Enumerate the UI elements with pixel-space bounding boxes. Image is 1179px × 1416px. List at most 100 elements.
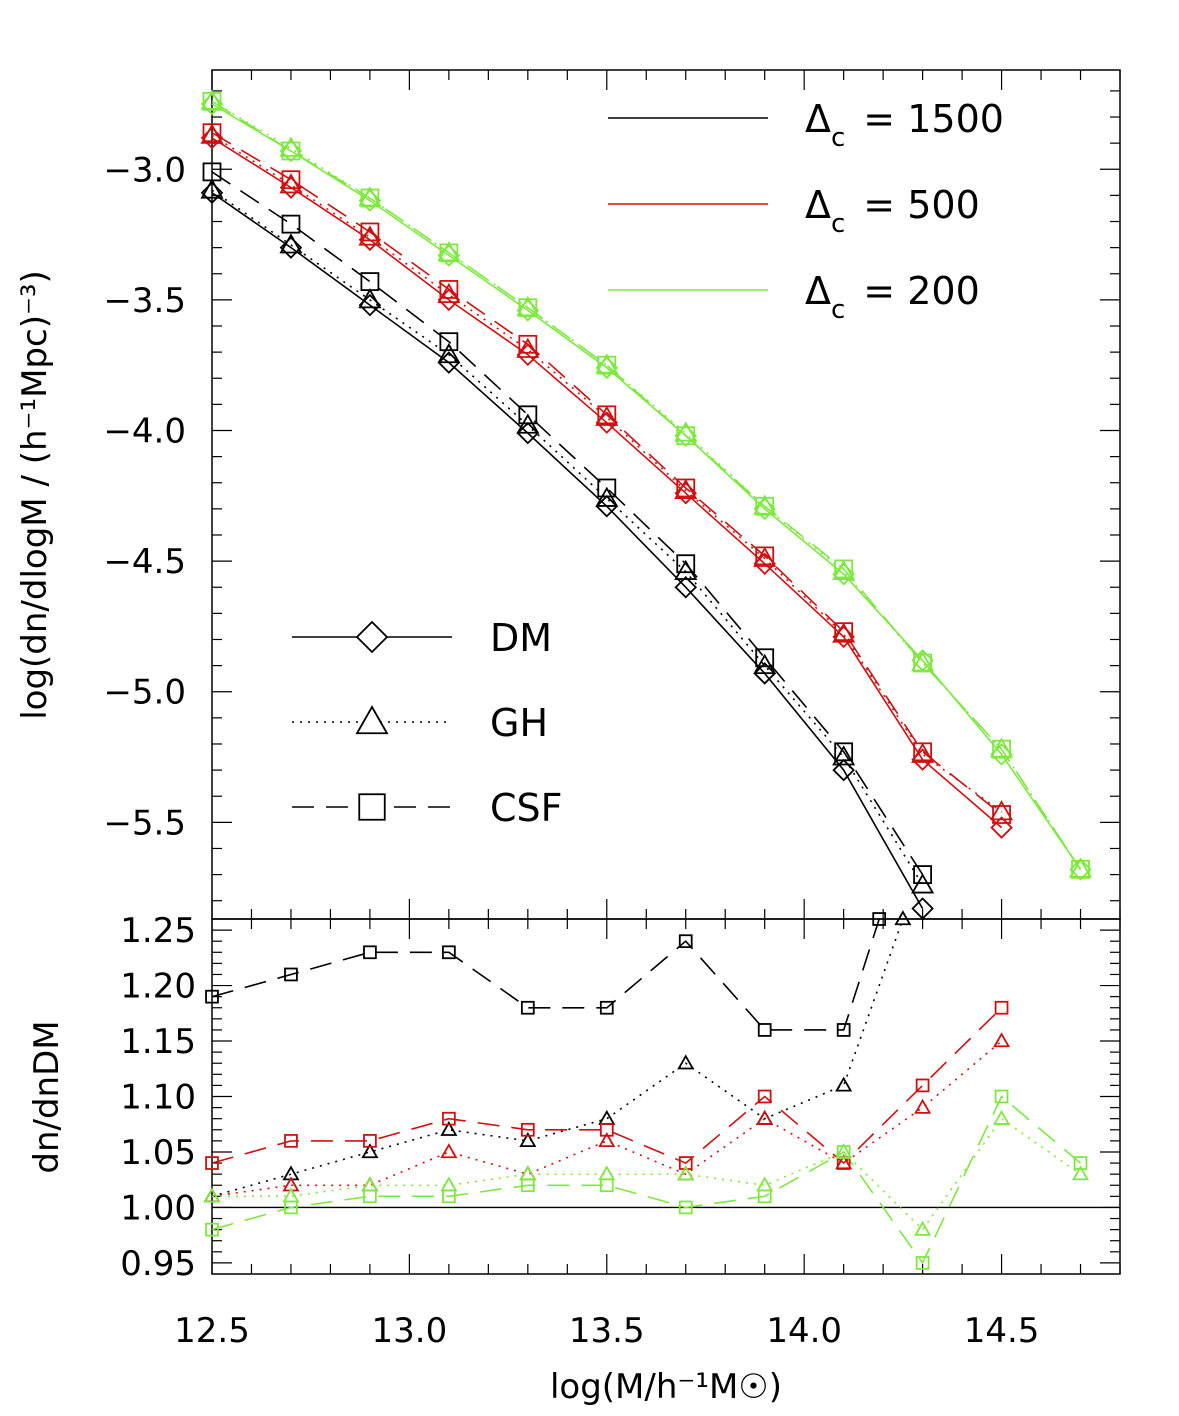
legend-dm-label: DM bbox=[490, 616, 552, 660]
top-black-gh-point-1 bbox=[279, 233, 303, 254]
top-green-csf-point-1 bbox=[281, 141, 301, 161]
top-black-csf-point-2 bbox=[360, 272, 380, 291]
bottom-red-csf-point-10 bbox=[994, 1000, 1009, 1015]
top-green-csf-point-9 bbox=[913, 653, 933, 673]
top-green-csf-point-8 bbox=[834, 559, 854, 579]
bottom-black-csf-point-6 bbox=[678, 934, 693, 949]
top-black-csf-point-0 bbox=[202, 162, 222, 182]
top-black-gh-line bbox=[212, 189, 924, 886]
bottom-black-gh-point-2 bbox=[361, 1143, 379, 1159]
bottom-black-csf-line bbox=[212, 919, 880, 1031]
top-red-gh-point-5 bbox=[595, 405, 619, 426]
top-black-csf-point-7 bbox=[755, 648, 775, 668]
top-black-csf-point-3 bbox=[439, 332, 459, 352]
bottom-red-csf-point-5 bbox=[599, 1122, 614, 1137]
top-green-csf-line bbox=[212, 100, 1082, 870]
bottom-y-tick-label: 1.15 bbox=[120, 1022, 196, 1062]
legend-csf-label: CSF bbox=[490, 786, 563, 830]
top-black-gh-point-7 bbox=[753, 653, 777, 675]
bottom-axis-ticks: 12.5 13.0 13.5 14.0 14.5 0.95 1.00 1.05 1.10 1.15… bbox=[120, 911, 1121, 1351]
x-tick-label: 14.0 bbox=[766, 1311, 842, 1351]
top-black-csf-line bbox=[212, 171, 924, 876]
top-red-csf-point-8 bbox=[834, 622, 854, 642]
top-green-gh-point-8 bbox=[832, 559, 856, 580]
bottom-black-gh-line bbox=[212, 919, 904, 1198]
top-black-csf-point-1 bbox=[281, 214, 301, 234]
bottom-green-gh-point-2 bbox=[361, 1176, 379, 1192]
top-panel-frame bbox=[211, 69, 1121, 920]
bottom-y-tick-label: 1.10 bbox=[120, 1078, 196, 1118]
top-red-dm-point-8 bbox=[832, 625, 855, 649]
top-y-tick-label: −4.5 bbox=[103, 542, 186, 582]
top-black-dm-line bbox=[212, 192, 924, 909]
bottom-red-csf-point-9 bbox=[915, 1078, 930, 1093]
top-green-gh-point-10 bbox=[990, 737, 1014, 758]
top-red-csf-point-1 bbox=[281, 170, 301, 190]
top-black-csf-point-6 bbox=[676, 554, 696, 574]
top-y-tick-label: −5.0 bbox=[103, 673, 186, 713]
top-green-csf-point-7 bbox=[755, 496, 775, 516]
top-red-gh-point-7 bbox=[753, 546, 777, 567]
bottom-black-gh-point-8 bbox=[835, 1076, 853, 1092]
bottom-black-csf-point-2 bbox=[363, 945, 377, 960]
top-green-gh-point-2 bbox=[358, 186, 382, 207]
x-tick-label: 12.5 bbox=[174, 1311, 250, 1351]
top-green-gh-point-1 bbox=[279, 136, 303, 157]
bottom-black-gh-point-9 bbox=[894, 910, 912, 926]
top-green-dm-point-4 bbox=[516, 299, 540, 322]
top-red-gh-point-6 bbox=[674, 478, 698, 499]
top-black-dm-point-6 bbox=[674, 575, 698, 599]
bottom-black-gh-point-6 bbox=[677, 1054, 695, 1070]
bottom-green-gh-point-9 bbox=[914, 1220, 932, 1236]
top-red-dm-point-1 bbox=[279, 176, 303, 199]
bottom-black-csf-point-7 bbox=[757, 1023, 772, 1037]
bottom-red-gh-point-10 bbox=[993, 1032, 1011, 1048]
top-y-tick-label: −3.5 bbox=[103, 281, 186, 321]
top-red-dm-line bbox=[212, 137, 1003, 829]
top-red-gh-point-0 bbox=[200, 123, 224, 144]
bottom-green-csf-line bbox=[212, 1095, 1082, 1265]
top-green-gh-point-5 bbox=[595, 353, 619, 374]
top-black-dm-point-4 bbox=[516, 421, 540, 445]
top-black-dm-point-3 bbox=[437, 351, 461, 374]
bottom-y-axis-title: dn/dnDM bbox=[27, 1020, 67, 1173]
top-red-dm-point-0 bbox=[200, 126, 224, 150]
bottom-red-gh-point-7 bbox=[756, 1109, 774, 1125]
top-green-csf-point-11 bbox=[1071, 859, 1090, 879]
bottom-green-gh-line bbox=[212, 1117, 1081, 1231]
legend-dm-marker bbox=[355, 620, 389, 654]
bottom-green-csf-point-5 bbox=[599, 1178, 614, 1193]
bottom-green-csf-point-6 bbox=[678, 1200, 693, 1215]
top-black-dm-point-0 bbox=[200, 181, 224, 205]
top-red-gh-point-9 bbox=[911, 742, 935, 763]
top-markers bbox=[200, 89, 1093, 920]
top-red-csf-point-4 bbox=[518, 334, 538, 354]
x-tick-label: 14.5 bbox=[964, 1311, 1040, 1351]
top-green-gh-point-7 bbox=[753, 494, 777, 515]
top-red-gh-point-4 bbox=[516, 337, 540, 358]
bottom-red-csf-point-4 bbox=[520, 1122, 535, 1137]
top-red-gh-point-8 bbox=[832, 622, 856, 643]
bottom-series bbox=[212, 919, 1082, 1265]
bottom-green-csf-point-9 bbox=[915, 1256, 930, 1270]
top-green-csf-point-3 bbox=[439, 243, 459, 263]
top-green-dm-point-6 bbox=[674, 424, 698, 447]
legend-c-500-label: Δc = 500 bbox=[805, 183, 980, 239]
bottom-y-tick-label: 1.20 bbox=[120, 967, 196, 1007]
bottom-green-gh-point-7 bbox=[756, 1176, 774, 1192]
bottom-red-gh-point-3 bbox=[440, 1143, 458, 1159]
top-red-dm-point-6 bbox=[674, 481, 698, 505]
top-red-gh-point-2 bbox=[358, 225, 382, 246]
top-black-dm-point-1 bbox=[279, 236, 303, 259]
top-black-gh-point-0 bbox=[200, 178, 224, 199]
bottom-green-gh-point-6 bbox=[677, 1165, 695, 1181]
bottom-black-csf-point-8 bbox=[836, 1023, 851, 1037]
bottom-green-csf-point-4 bbox=[520, 1178, 535, 1193]
bottom-red-csf-point-6 bbox=[678, 1156, 693, 1170]
top-red-csf-point-0 bbox=[202, 123, 222, 143]
bottom-black-csf-point-9 bbox=[872, 912, 887, 926]
top-axis-ticks: −3.0 −3.5 −4.0 −4.5 −5.0 −5.5 bbox=[103, 70, 1121, 919]
top-green-dm-point-2 bbox=[358, 189, 382, 212]
bottom-y-tick-label: 1.25 bbox=[120, 911, 196, 951]
x-axis-title: log(M/h⁻¹M☉) bbox=[550, 1367, 782, 1407]
